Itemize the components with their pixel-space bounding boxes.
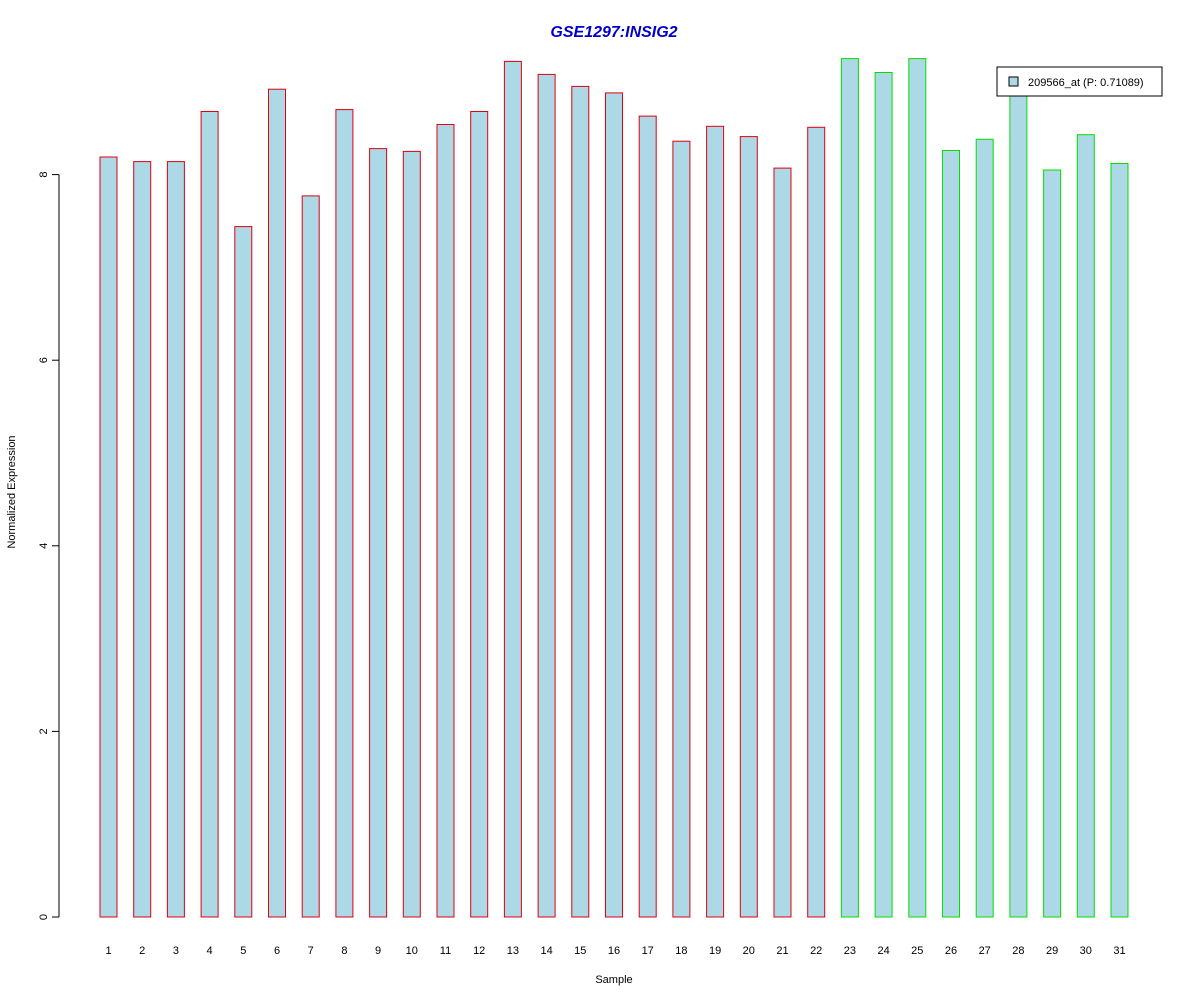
legend: 209566_at (P: 0.71089): [996, 66, 1163, 97]
x-tick-label: 24: [877, 945, 889, 957]
y-tick-label: 4: [38, 543, 50, 549]
x-tick-label: 15: [574, 945, 586, 957]
bar: [537, 73, 556, 918]
x-tick-label: 9: [375, 945, 381, 957]
y-axis-label: Normalized Expression: [6, 435, 18, 548]
x-tick-label: 31: [1113, 945, 1125, 957]
x-tick-label: 19: [709, 945, 721, 957]
x-tick-label: 4: [207, 945, 213, 957]
bar: [301, 195, 320, 918]
x-tick-label: 13: [507, 945, 519, 957]
bar: [840, 58, 859, 918]
x-tick-label: 28: [1012, 945, 1024, 957]
bar: [1110, 163, 1129, 918]
x-tick-label: 10: [406, 945, 418, 957]
x-tick-label: 16: [608, 945, 620, 957]
y-tick-label: 0: [38, 914, 50, 920]
x-tick-label: 6: [274, 945, 280, 957]
bar: [1009, 85, 1028, 918]
x-tick-label: 29: [1046, 945, 1058, 957]
bar: [470, 111, 489, 918]
bar: [571, 85, 590, 918]
bar: [605, 92, 623, 918]
y-tick-label: 8: [38, 172, 50, 178]
bar: [369, 148, 388, 918]
bar: [773, 167, 792, 918]
x-tick-label: 8: [341, 945, 347, 957]
x-tick-label: 7: [308, 945, 314, 957]
x-tick-label: 30: [1080, 945, 1092, 957]
bar: [807, 126, 826, 918]
x-tick-label: 23: [844, 945, 856, 957]
x-tick-label: 5: [240, 945, 246, 957]
x-tick-label: 20: [743, 945, 755, 957]
x-axis-label: Sample: [595, 974, 632, 986]
x-tick-label: 3: [173, 945, 179, 957]
bar: [706, 125, 725, 918]
bar: [200, 111, 219, 918]
bar: [268, 88, 286, 918]
bar: [436, 124, 455, 918]
x-tick-labels: 1 2 3 4 5 6 7 8 9 10 11 12 13 14 15 16 17 18 19 20 21 22 23 24 2…: [105, 945, 1125, 957]
x-tick-label: 11: [440, 945, 451, 957]
bar: [335, 109, 354, 918]
x-tick-label: 18: [675, 945, 687, 957]
bars: [99, 58, 1129, 918]
bar: [908, 58, 927, 918]
bar: [234, 226, 253, 918]
bar: [402, 150, 421, 918]
bar: [672, 140, 691, 918]
y-axis: 0 2 4 6 8: [38, 172, 60, 920]
bar: [942, 150, 960, 918]
y-tick-label: 6: [38, 357, 50, 363]
bar: [166, 161, 185, 918]
bar: [874, 72, 893, 918]
x-tick-label: 12: [473, 945, 485, 957]
x-tick-label: 1: [105, 945, 111, 957]
x-tick-label: 14: [540, 945, 552, 957]
x-tick-label: 25: [911, 945, 923, 957]
bar: [99, 156, 118, 918]
x-tick-label: 27: [979, 945, 991, 957]
x-tick-label: 26: [945, 945, 957, 957]
bar: [503, 60, 522, 918]
bar: [975, 138, 994, 918]
bar: [133, 161, 152, 918]
legend-label: 209566_at (P: 0.71089): [1028, 77, 1144, 89]
x-tick-label: 2: [139, 945, 145, 957]
chart-title: GSE1297:INSIG2: [550, 24, 677, 41]
x-tick-label: 17: [642, 945, 654, 957]
legend-box: [996, 66, 1163, 97]
bar: [739, 136, 758, 918]
bar: [1076, 134, 1095, 918]
y-tick-label: 2: [38, 728, 50, 734]
bar: [638, 115, 657, 918]
legend-swatch: [1008, 76, 1019, 87]
x-tick-label: 22: [810, 945, 822, 957]
x-tick-label: 21: [776, 945, 788, 957]
bar: [1043, 169, 1062, 918]
